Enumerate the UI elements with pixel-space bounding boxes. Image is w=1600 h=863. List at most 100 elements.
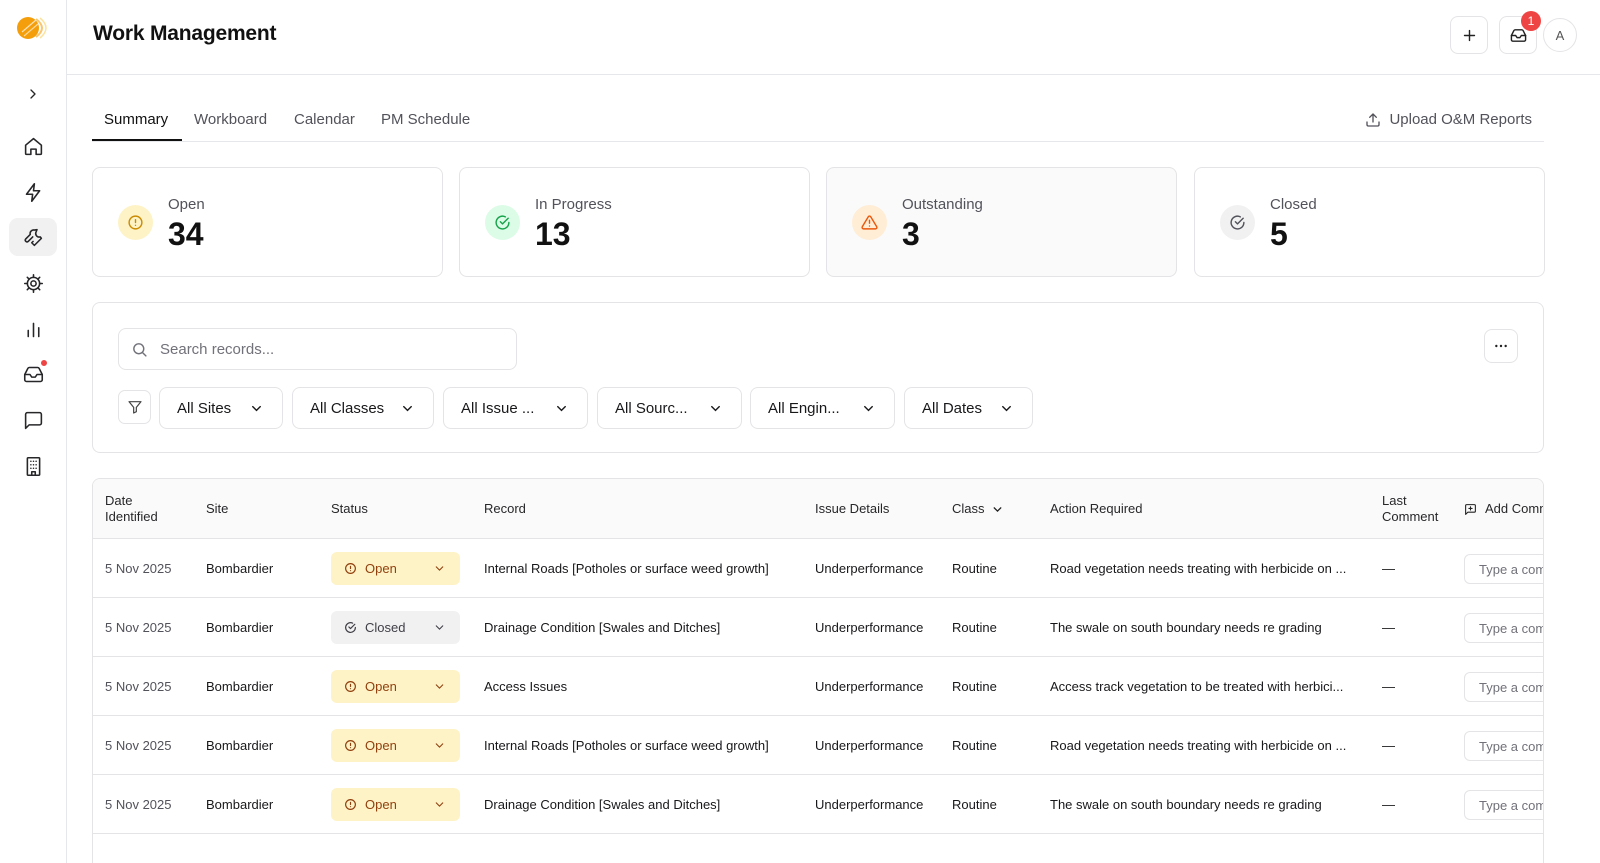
issue-filter-dropdown[interactable]: All Issue ... <box>443 387 588 429</box>
dropdown-value: All Classes <box>310 399 385 417</box>
stat-card-open[interactable]: Open 34 <box>92 167 443 277</box>
more-horizontal-icon <box>1495 344 1507 348</box>
cell-record: Drainage Condition [Swales and Ditches] <box>484 797 721 812</box>
dropdown-value: All Dates <box>922 399 983 417</box>
column-header-date[interactable]: Date Identified <box>105 493 158 524</box>
stat-card-in-progress[interactable]: In Progress 13 <box>459 167 810 277</box>
sidebar <box>0 0 67 863</box>
cell-class: Routine <box>952 679 997 694</box>
message-icon <box>24 411 42 429</box>
comment-input[interactable] <box>1464 554 1543 584</box>
comment-input[interactable] <box>1464 790 1543 820</box>
chevron-down-icon <box>1002 405 1011 411</box>
date-filter-dropdown[interactable]: All Dates <box>904 387 1033 429</box>
status-dropdown[interactable]: Open <box>331 729 460 762</box>
cell-record: Drainage Condition [Swales and Ditches] <box>484 620 721 635</box>
bar-chart-icon <box>26 322 40 337</box>
cell-action: The swale on south boundary needs re gra… <box>1050 797 1322 812</box>
page-title: Work Management <box>93 22 277 45</box>
column-header-class-label: Class <box>952 501 985 516</box>
comment-input[interactable] <box>1464 613 1543 643</box>
column-header-issue[interactable]: Issue Details <box>815 501 890 516</box>
filter-toggle-button[interactable] <box>118 390 151 424</box>
search-box[interactable] <box>118 328 517 370</box>
tab-workboard[interactable]: Workboard <box>194 111 268 128</box>
stat-card-closed[interactable]: Closed 5 <box>1194 167 1545 277</box>
status-dropdown[interactable]: Open <box>331 670 460 703</box>
avatar[interactable]: A <box>1543 18 1577 52</box>
table-row[interactable]: 5 Nov 2025 Bombardier Closed Drainage Co… <box>93 598 1543 657</box>
sidebar-item-home[interactable] <box>9 127 57 165</box>
chevron-down-icon <box>435 802 444 807</box>
column-header-action[interactable]: Action Required <box>1050 501 1143 516</box>
alert-circle-icon <box>345 563 356 574</box>
cell-record: Internal Roads [Potholes or surface weed… <box>484 561 769 576</box>
cell-site: Bombardier <box>206 561 274 576</box>
site-filter-dropdown[interactable]: All Sites <box>159 387 283 429</box>
cell-action: The swale on south boundary needs re gra… <box>1050 620 1322 635</box>
check-circle-icon <box>1220 205 1255 240</box>
column-header-status[interactable]: Status <box>331 501 368 516</box>
table-header: Date Identified Site Status Record Issue… <box>93 479 1543 539</box>
tab-summary[interactable]: Summary <box>104 111 169 128</box>
status-label: Open <box>365 797 397 812</box>
cell-class: Routine <box>952 738 997 753</box>
status-dropdown[interactable]: Closed <box>331 611 460 644</box>
search-input[interactable] <box>160 340 500 358</box>
warning-triangle-icon <box>852 205 887 240</box>
cell-action: Road vegetation needs treating with herb… <box>1050 738 1347 753</box>
cell-date: 5 Nov 2025 <box>105 738 172 753</box>
stat-card-outstanding[interactable]: Outstanding 3 <box>826 167 1177 277</box>
check-circle-icon <box>485 205 520 240</box>
chevron-down-icon <box>435 743 444 748</box>
sidebar-item-analytics[interactable] <box>9 310 57 348</box>
upload-icon <box>1366 112 1381 127</box>
sidebar-item-inbox[interactable] <box>9 355 57 393</box>
home-icon <box>24 137 42 155</box>
inbox-icon <box>1510 28 1526 42</box>
expand-sidebar-button[interactable] <box>9 75 57 113</box>
sidebar-item-messages[interactable] <box>9 401 57 439</box>
sidebar-item-settings[interactable] <box>9 264 57 302</box>
add-button[interactable] <box>1450 16 1488 54</box>
chevron-down-icon <box>864 405 873 411</box>
column-header-class[interactable]: Class <box>952 501 1004 517</box>
status-dropdown[interactable]: Open <box>331 552 460 585</box>
cell-date: 5 Nov 2025 <box>105 620 172 635</box>
cell-issue: Underperformance <box>815 679 924 694</box>
sidebar-item-events[interactable] <box>9 173 57 211</box>
chevron-down-icon <box>252 405 261 411</box>
upload-label: Upload O&M Reports <box>1389 111 1532 128</box>
tab-calendar[interactable]: Calendar <box>294 111 355 128</box>
more-options-button[interactable] <box>1484 329 1518 363</box>
cell-issue: Underperformance <box>815 620 924 635</box>
status-dropdown[interactable]: Open <box>331 788 460 821</box>
sidebar-item-work-management[interactable] <box>9 218 57 256</box>
sidebar-item-buildings[interactable] <box>9 447 57 485</box>
stat-value: 34 <box>168 216 204 252</box>
class-filter-dropdown[interactable]: All Classes <box>292 387 434 429</box>
cell-last-comment: — <box>1382 620 1395 635</box>
logo[interactable] <box>14 14 52 42</box>
column-header-add-comment[interactable]: Add Comment <box>1464 501 1543 517</box>
table-row[interactable]: 5 Nov 2025 Bombardier Open Drainage Cond… <box>93 775 1543 834</box>
source-filter-dropdown[interactable]: All Sourc... <box>597 387 742 429</box>
engineer-filter-dropdown[interactable]: All Engin... <box>750 387 895 429</box>
tab-pm-schedule[interactable]: PM Schedule <box>381 111 471 128</box>
comment-input[interactable] <box>1464 731 1543 761</box>
wrench-icon <box>24 228 42 246</box>
cell-last-comment: — <box>1382 738 1395 753</box>
column-header-record[interactable]: Record <box>484 501 526 516</box>
column-header-last-comment[interactable]: Last Comment <box>1382 493 1439 524</box>
table-row[interactable]: 5 Nov 2025 Bombardier Open Access Issues… <box>93 657 1543 716</box>
notifications-button[interactable]: 1 <box>1499 11 1541 54</box>
lightning-icon <box>25 182 40 202</box>
chevron-down-icon <box>435 684 444 689</box>
upload-reports-button[interactable]: Upload O&M Reports <box>1365 111 1532 128</box>
column-header-site[interactable]: Site <box>206 501 229 516</box>
chevron-down-icon <box>435 625 444 630</box>
cell-last-comment: — <box>1382 797 1395 812</box>
table-row[interactable]: 5 Nov 2025 Bombardier Open Internal Road… <box>93 716 1543 775</box>
comment-input[interactable] <box>1464 672 1543 702</box>
table-row[interactable]: 5 Nov 2025 Bombardier Open Internal Road… <box>93 539 1543 598</box>
